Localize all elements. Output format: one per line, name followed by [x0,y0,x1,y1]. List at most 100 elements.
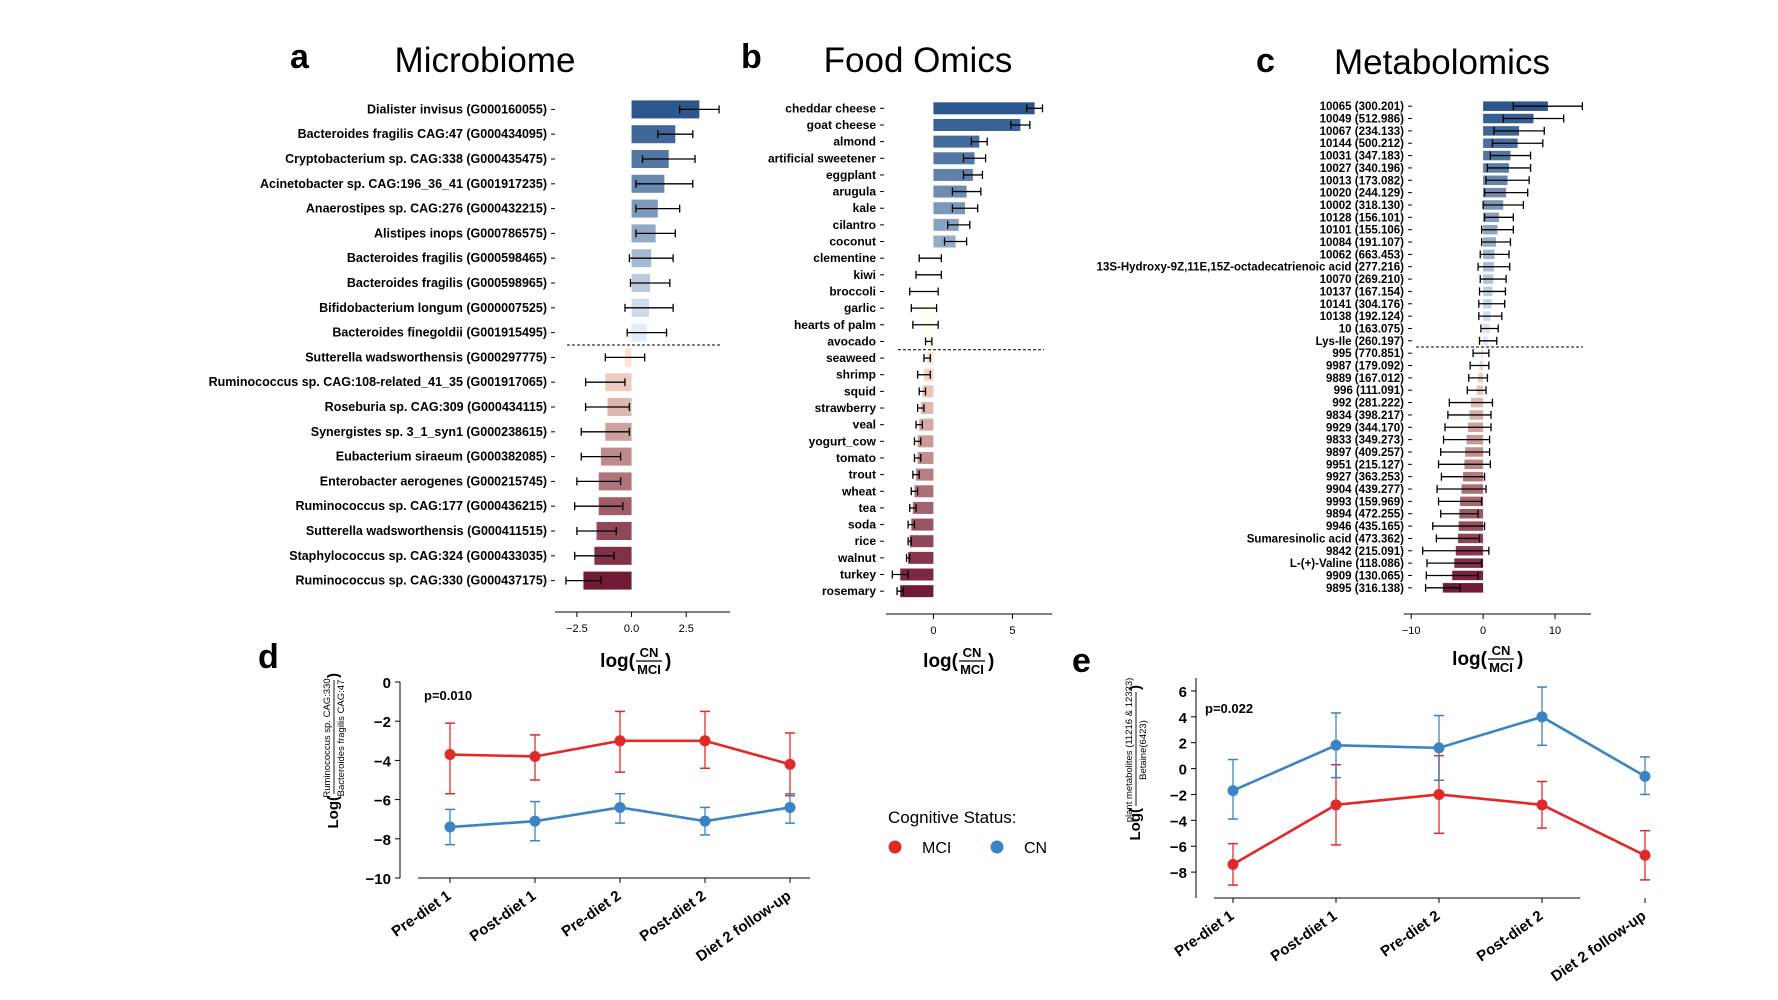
category-label: Ruminococcus sp. CAG:108-related_41_35 (… [209,375,547,389]
bar [917,435,934,448]
x-tick-label: Diet 2 follow-up [1548,907,1649,985]
category-label: 9951 (215.127) [1326,459,1404,471]
category-label: tea [859,501,877,515]
bar [933,218,959,231]
y-tick-label: −10 [366,871,391,888]
category-label: 9904 (439.277) [1326,484,1404,496]
food-omics-bar-chart: cheddar cheese goat cheese almond artificia… [768,101,1052,677]
legend-title: Cognitive Status: [888,808,1017,827]
panel-a-letter: a [290,38,310,76]
y-tick-label: −4 [374,753,392,770]
category-label: 9946 (435.165) [1326,521,1404,533]
bar [933,118,1021,131]
data-point-mci [529,750,541,762]
category-label: veal [853,418,876,432]
data-point-cn [1639,770,1651,782]
category-label: broccoli [829,284,876,298]
bar [909,535,934,548]
bar [917,451,934,464]
category-label: 9993 (159.969) [1326,496,1404,508]
category-label: Synergistes sp. 3_1_syn1 (G000238615) [311,425,547,439]
category-label: almond [833,135,876,149]
data-point-mci [1536,799,1548,811]
data-point-mci [784,758,796,770]
y-tick-label: −6 [1170,839,1187,856]
category-label: 995 (770.851) [1332,348,1404,360]
y-tick-label: 0 [383,675,391,692]
category-label: 10101 (155.106) [1320,225,1405,237]
category-label: Sumaresinolic acid (473.362) [1247,533,1404,545]
bar [908,551,934,564]
category-label: 996 (111.091) [1334,385,1405,397]
category-label: Bacteroides fragilis (G000598965) [347,276,547,290]
category-label: 9889 (167.012) [1326,373,1404,385]
category-label: 10070 (269.210) [1320,274,1405,286]
x-tick-label: 10 [1549,625,1561,637]
category-label: Dialister invisus (G000160055) [367,102,547,116]
microbiome-bar-chart: Dialister invisus (G000160055) Bacteroide… [209,100,730,677]
bar [631,100,700,119]
category-label: trout [849,468,876,482]
data-point-mci [1639,849,1651,861]
x-tick-label: Diet 2 follow-up [693,887,794,965]
x-tick-label: Post-diet 2 [637,887,710,945]
category-label: 9834 (398.217) [1326,410,1404,422]
x-axis-label-suffix: ) [988,651,994,672]
data-point-cn [614,801,626,813]
category-label: 10067 (234.133) [1320,126,1405,138]
data-point-mci [444,749,456,761]
category-label: Ruminococcus sp. CAG:330 (G000437175) [296,574,548,588]
category-label: 10084 (191.107) [1320,237,1405,249]
x-axis-label-numerator: CN [963,645,982,660]
bar [583,571,632,590]
y-axis-label: Log(plant metabolites (11216 & 12323) Bet… [1124,678,1149,841]
category-label: Lys-Ile (260.197) [1316,336,1405,348]
category-label: avocado [827,334,876,348]
category-label: Bacteroides finegoldii (G001915495) [332,326,547,340]
bar [933,152,975,165]
category-label: 10062 (663.453) [1320,249,1405,261]
data-point-mci [1227,858,1239,870]
category-label: Ruminococcus sp. CAG:177 (G000436215) [296,499,548,513]
category-label: Sutterella wadsworthensis (G000411515) [306,524,547,538]
data-point-mci [1433,788,1445,800]
category-label: 13S-Hydroxy-9Z,11E,15Z-octadecatrienoic … [1097,262,1405,274]
panel-d-letter: d [258,638,279,676]
category-label: goat cheese [807,118,877,132]
x-axis-label-prefix: log( [1452,649,1487,670]
y-axis-label: Log(Ruminococcus sp. CAG:330 Bacteroides … [322,673,347,828]
category-label: 992 (281.222) [1332,398,1404,410]
panel-c-letter: c [1256,42,1275,80]
data-point-mci [614,735,626,747]
category-label: squid [844,384,876,398]
x-axis-label-suffix: ) [665,651,671,672]
category-label: 10013 (173.082) [1320,175,1405,187]
category-label: artificial sweetener [768,151,876,165]
metabolomics-bar-chart: 10065 (300.201)10049 (512.986)10067 (234… [1097,101,1591,675]
legend-mci-label: MCI [922,840,951,857]
category-label: turkey [840,568,876,582]
data-point-cn [784,801,796,813]
y-tick-label: 0 [1179,762,1187,779]
data-point-cn [529,815,541,827]
x-axis-label-denominator: MCI [960,662,984,677]
bar [912,501,934,514]
x-tick-label: −2.5 [566,623,588,635]
category-label: 9894 (472.255) [1326,509,1404,521]
category-label: Enterobacter aerogenes (G000215745) [320,474,547,488]
x-tick-label: 0 [1480,625,1486,637]
data-point-cn [1227,785,1239,797]
category-label: 9833 (349.273) [1326,435,1404,447]
category-label: Acinetobacter sp. CAG:196_36_41 (G001917… [260,177,547,191]
y-tick-label: −4 [1170,813,1188,830]
y-tick-label: 2 [1179,736,1187,753]
category-label: 9895 (316.138) [1326,583,1404,595]
category-label: Staphylococcus sp. CAG:324 (G000433035) [289,549,547,563]
category-label: kiwi [853,268,876,282]
y-tick-label: −6 [374,793,391,810]
category-label: arugula [833,185,877,199]
panel-c-title: Metabolomics [1334,43,1550,82]
category-label: 10144 (500.212) [1320,138,1405,150]
legend-cn-label: CN [1024,840,1047,857]
